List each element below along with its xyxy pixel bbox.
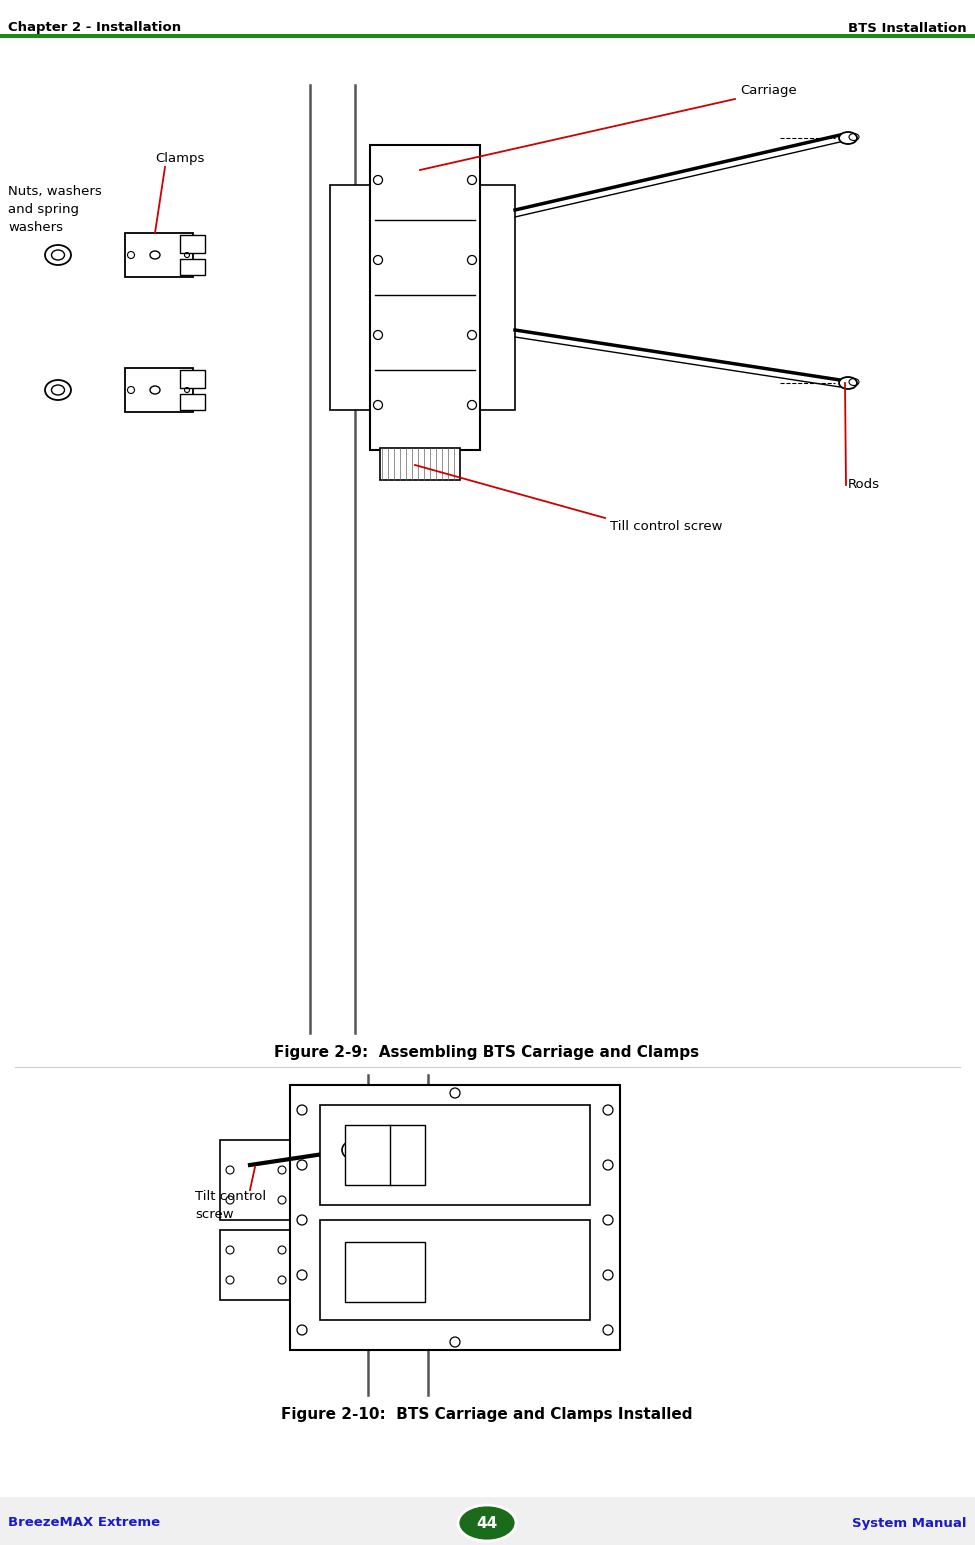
Bar — [125, 368, 193, 413]
Text: Tilt control: Tilt control — [195, 1190, 266, 1204]
Bar — [290, 1085, 620, 1350]
Ellipse shape — [52, 385, 64, 396]
Bar — [380, 448, 460, 480]
Bar — [220, 1140, 292, 1221]
Ellipse shape — [52, 250, 64, 260]
Text: Figure 2-10:  BTS Carriage and Clamps Installed: Figure 2-10: BTS Carriage and Clamps Ins… — [281, 1407, 693, 1423]
Text: Figure 2-9:  Assembling BTS Carriage and Clamps: Figure 2-9: Assembling BTS Carriage and … — [274, 1046, 700, 1060]
Bar — [180, 260, 205, 275]
Text: Till control screw: Till control screw — [610, 521, 722, 533]
Text: BTS Installation: BTS Installation — [848, 22, 967, 34]
Text: screw: screw — [195, 1208, 234, 1221]
Bar — [345, 1125, 425, 1185]
Text: System Manual: System Manual — [852, 1517, 967, 1530]
Text: Nuts, washers
and spring
washers: Nuts, washers and spring washers — [8, 185, 101, 233]
Bar — [345, 1242, 425, 1302]
Bar — [370, 145, 480, 450]
Text: 44: 44 — [477, 1516, 497, 1531]
Ellipse shape — [839, 131, 857, 144]
Bar — [0, 1497, 975, 1545]
Bar — [180, 394, 205, 409]
Text: Clamps: Clamps — [155, 151, 205, 165]
Ellipse shape — [458, 1505, 516, 1540]
Text: Carriage: Carriage — [740, 83, 797, 97]
Ellipse shape — [839, 377, 857, 389]
Bar — [180, 235, 205, 253]
Bar — [480, 185, 515, 409]
Ellipse shape — [45, 246, 71, 266]
Text: Rods: Rods — [848, 479, 880, 491]
Bar — [320, 1105, 590, 1205]
Bar — [125, 233, 193, 277]
Ellipse shape — [45, 380, 71, 400]
Text: Chapter 2 - Installation: Chapter 2 - Installation — [8, 22, 181, 34]
Bar — [320, 1221, 590, 1319]
Bar — [180, 369, 205, 388]
Text: BreezeMAX Extreme: BreezeMAX Extreme — [8, 1517, 160, 1530]
Ellipse shape — [342, 1142, 358, 1159]
Bar — [0, 34, 975, 39]
Bar — [220, 1230, 292, 1299]
Bar — [330, 185, 372, 409]
